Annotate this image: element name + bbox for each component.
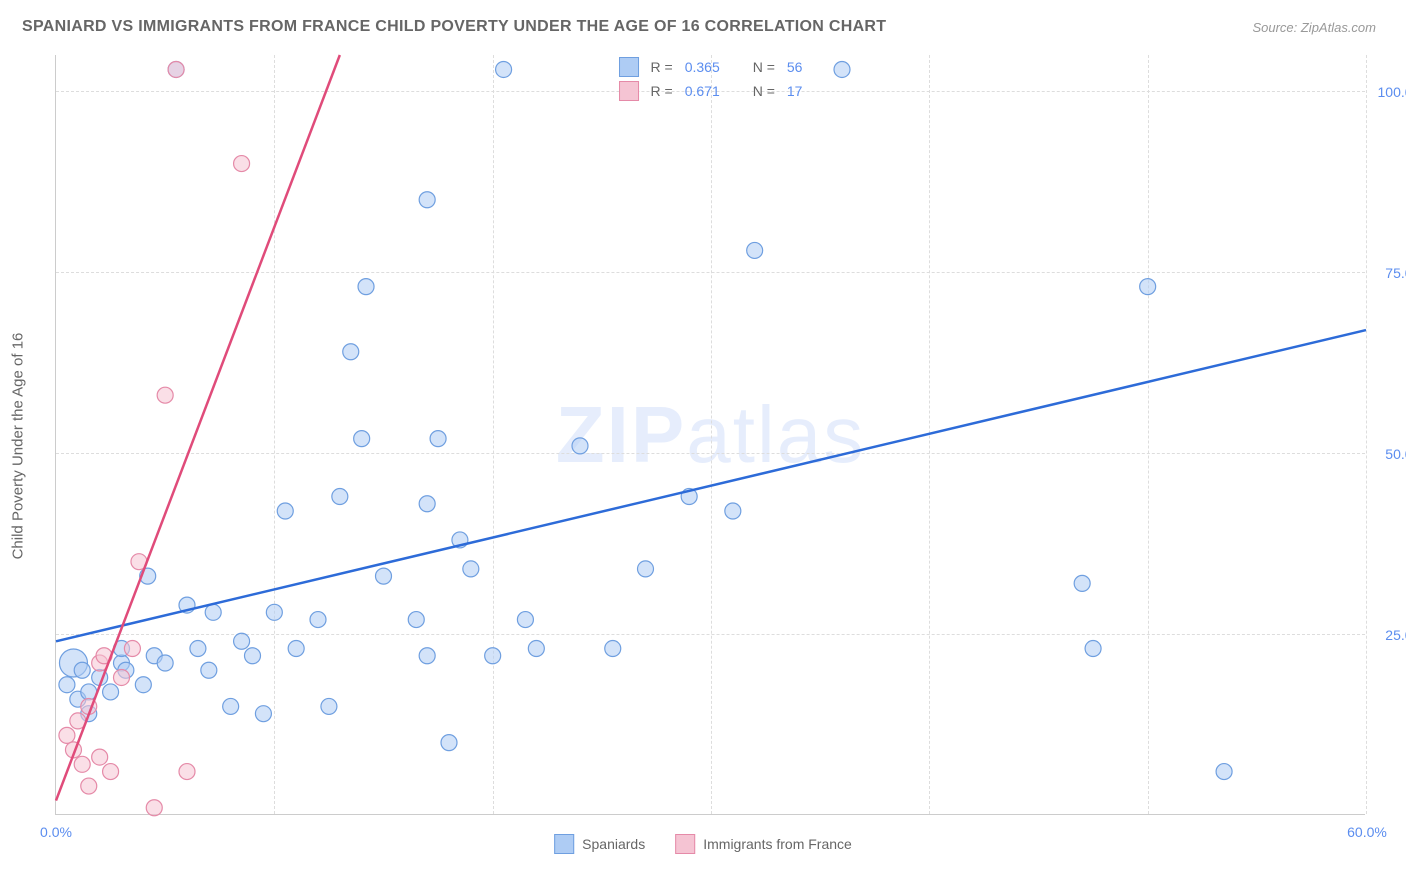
r-label: R = (651, 83, 673, 99)
n-label: N = (753, 59, 775, 75)
data-point (245, 648, 261, 664)
data-point (234, 633, 250, 649)
data-point (201, 662, 217, 678)
data-point (605, 641, 621, 657)
data-point (266, 604, 282, 620)
legend-label: Spaniards (582, 836, 645, 852)
r-value: 0.671 (685, 83, 733, 99)
data-point (234, 156, 250, 172)
source-attribution: Source: ZipAtlas.com (1252, 20, 1376, 35)
data-point (1074, 575, 1090, 591)
data-point (430, 431, 446, 447)
data-point (725, 503, 741, 519)
xtick-label: 60.0% (1347, 824, 1387, 840)
legend-swatch (619, 57, 639, 77)
data-point (376, 568, 392, 584)
data-point (419, 496, 435, 512)
data-point (332, 489, 348, 505)
data-point (92, 749, 108, 765)
data-point (572, 438, 588, 454)
data-point (157, 655, 173, 671)
data-point (1085, 641, 1101, 657)
chart-title: SPANIARD VS IMMIGRANTS FROM FRANCE CHILD… (22, 18, 886, 36)
data-point (103, 764, 119, 780)
data-point (59, 727, 75, 743)
vgrid-line: 60.0% (1366, 55, 1367, 814)
data-point (747, 242, 763, 258)
data-point (288, 641, 304, 657)
data-point (638, 561, 654, 577)
data-point (103, 684, 119, 700)
trend-line (56, 330, 1366, 641)
data-point (81, 778, 97, 794)
data-point (179, 764, 195, 780)
n-value: 56 (787, 59, 803, 75)
ytick-label: 25.0% (1385, 627, 1406, 643)
data-point (74, 756, 90, 772)
data-point (485, 648, 501, 664)
data-point (419, 648, 435, 664)
data-point (321, 698, 337, 714)
n-value: 17 (787, 83, 803, 99)
data-point (358, 279, 374, 295)
trend-line (56, 55, 340, 801)
ytick-label: 50.0% (1385, 446, 1406, 462)
ytick-label: 75.0% (1385, 265, 1406, 281)
r-label: R = (651, 59, 673, 75)
data-point (1216, 764, 1232, 780)
data-point (834, 61, 850, 77)
data-point (74, 662, 90, 678)
data-point (408, 612, 424, 628)
legend-label: Immigrants from France (703, 836, 852, 852)
data-point (157, 387, 173, 403)
legend-swatch (554, 834, 574, 854)
source-prefix: Source: (1252, 20, 1300, 35)
data-point (343, 344, 359, 360)
data-point (135, 677, 151, 693)
scatter-svg (56, 55, 1365, 814)
correlation-legend: R = 0.365 N = 56 R = 0.671 N = 17 (619, 55, 803, 103)
data-point (528, 641, 544, 657)
data-point (517, 612, 533, 628)
ytick-label: 100.0% (1378, 84, 1406, 100)
y-axis-label: Child Poverty Under the Age of 16 (10, 333, 27, 560)
series-legend: Spaniards Immigrants from France (554, 834, 852, 854)
legend-item: Spaniards (554, 834, 645, 854)
chart-container: SPANIARD VS IMMIGRANTS FROM FRANCE CHILD… (0, 0, 1406, 892)
data-point (114, 669, 130, 685)
data-point (1140, 279, 1156, 295)
data-point (354, 431, 370, 447)
n-label: N = (753, 83, 775, 99)
legend-row: R = 0.671 N = 17 (619, 79, 803, 103)
xtick-label: 0.0% (40, 824, 72, 840)
data-point (223, 698, 239, 714)
legend-row: R = 0.365 N = 56 (619, 55, 803, 79)
data-point (190, 641, 206, 657)
legend-item: Immigrants from France (675, 834, 852, 854)
data-point (441, 735, 457, 751)
data-point (310, 612, 326, 628)
data-point (496, 61, 512, 77)
data-point (168, 61, 184, 77)
data-point (124, 641, 140, 657)
data-point (255, 706, 271, 722)
data-point (419, 192, 435, 208)
data-point (146, 800, 162, 816)
r-value: 0.365 (685, 59, 733, 75)
data-point (463, 561, 479, 577)
data-point (59, 677, 75, 693)
legend-swatch (619, 81, 639, 101)
source-link[interactable]: ZipAtlas.com (1301, 20, 1376, 35)
legend-swatch (675, 834, 695, 854)
data-point (277, 503, 293, 519)
plot-area: ZIPatlas 25.0%50.0%75.0%100.0%0.0%60.0% … (55, 55, 1365, 815)
data-point (205, 604, 221, 620)
